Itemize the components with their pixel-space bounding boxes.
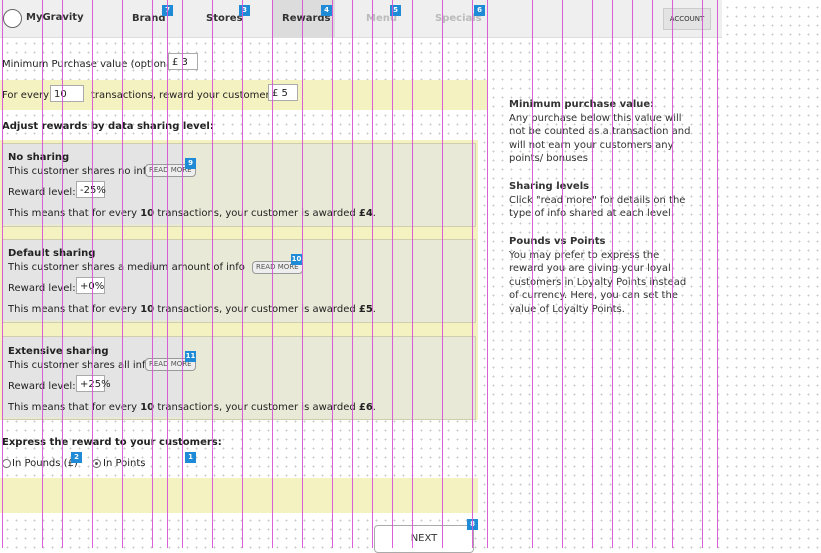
adjust-rewards-heading: Adjust rewards by data sharing level:: [2, 121, 214, 132]
help-min-title: Minimum purchase value:: [509, 99, 655, 110]
logo-icon[interactable]: [3, 9, 22, 28]
badge-specials: 6: [474, 5, 485, 16]
grid-line: [42, 0, 43, 548]
express-extra-bg: [0, 478, 478, 513]
badge-pounds: 2: [71, 452, 82, 463]
level-desc: This customer shares no info: [8, 166, 153, 177]
badge-read-more: 10: [291, 254, 302, 265]
grid-line: [122, 0, 123, 548]
nav-menu[interactable]: Menu: [366, 13, 397, 24]
badge-menu: 5: [390, 5, 401, 16]
radio-pounds[interactable]: [2, 459, 11, 468]
grid-line: [212, 0, 213, 548]
grid-line: [532, 0, 533, 548]
grid-line: [392, 0, 393, 548]
grid-line: [702, 0, 703, 548]
nav-rewards[interactable]: Rewards: [282, 13, 331, 24]
grid-line: [717, 0, 718, 548]
min-purchase-label: Minimum Purchase value (optional): [2, 59, 179, 70]
transactions-reward-label: transactions, reward your customers.: [91, 90, 279, 101]
grid-line: [92, 0, 93, 548]
min-purchase-input[interactable]: £ 3: [168, 53, 198, 70]
express-reward-heading: Express the reward to your customers:: [2, 437, 222, 448]
grid-line: [632, 0, 633, 548]
grid-line: [302, 0, 303, 548]
badge-read-more: 11: [185, 351, 196, 362]
grid-line: [152, 0, 153, 548]
level-title: Default sharing: [8, 248, 96, 259]
help-sharing-levels: Sharing levels Click "read more" for det…: [509, 180, 694, 221]
radio-points-label[interactable]: In Points: [103, 458, 146, 469]
help-min-text: Any purchase below this value will not b…: [509, 112, 691, 165]
reward-value-input[interactable]: £ 5: [268, 84, 298, 101]
grid-line: [167, 0, 168, 548]
nav-specials[interactable]: Specials: [435, 13, 482, 24]
grid-line: [672, 0, 673, 548]
grid-line: [472, 0, 473, 548]
help-points-title: Pounds vs Points: [509, 236, 606, 247]
level-means: This means that for every 10 transaction…: [8, 304, 376, 315]
grid-line: [442, 0, 443, 548]
radio-pounds-label[interactable]: In Pounds (£): [12, 458, 78, 469]
grid-line: [272, 0, 273, 548]
grid-line: [562, 0, 563, 548]
grid-line: [612, 0, 613, 548]
grid-line: [182, 0, 183, 548]
help-points-text: You may prefer to express the reward you…: [509, 249, 687, 315]
next-button[interactable]: NEXT: [374, 525, 474, 553]
level-title: Extensive sharing: [8, 346, 109, 357]
help-sharing-title: Sharing levels: [509, 181, 590, 192]
top-nav: [0, 0, 722, 38]
reward-level-input[interactable]: -25%: [76, 181, 106, 198]
help-pounds-points: Pounds vs Points You may prefer to expre…: [509, 235, 694, 316]
grid-line: [372, 0, 373, 548]
grid-line: [242, 0, 243, 548]
grid-line: [2, 0, 3, 548]
for-every-label: For every: [2, 90, 50, 101]
reward-level-input[interactable]: +25%: [76, 375, 111, 392]
help-min-purchase: Minimum purchase value: Any purchase bel…: [509, 98, 694, 166]
reward-level-input[interactable]: +0%: [76, 277, 105, 294]
grid-line: [652, 0, 653, 548]
account-button[interactable]: ACCOUNT: [663, 8, 711, 30]
badge-points: 1: [185, 452, 196, 463]
level-desc: This customer shares all info: [8, 360, 152, 371]
transactions-input[interactable]: 10: [50, 85, 84, 102]
nav-stores[interactable]: Stores: [206, 13, 243, 24]
grid-line: [592, 0, 593, 548]
badge-stores: 3: [239, 5, 250, 16]
logo-text[interactable]: MyGravity: [26, 12, 84, 23]
reward-level-label: Reward level:: [8, 187, 76, 198]
badge-read-more: 9: [185, 158, 196, 169]
grid-line: [412, 0, 413, 548]
radio-points[interactable]: [92, 459, 101, 468]
level-desc: This customer shares a medium amount of …: [8, 262, 245, 273]
reward-level-label: Reward level:: [8, 283, 76, 294]
help-sharing-text: Click "read more" for details on the typ…: [509, 194, 686, 220]
level-means: This means that for every 10 transaction…: [8, 208, 376, 219]
level-means: This means that for every 10 transaction…: [8, 402, 376, 413]
grid-line: [487, 0, 488, 548]
reward-level-label: Reward level:: [8, 381, 76, 392]
badge-rewards: 4: [321, 5, 332, 16]
grid-line: [62, 0, 63, 548]
level-title: No sharing: [8, 152, 70, 163]
grid-line: [352, 0, 353, 548]
nav-brand[interactable]: Brand: [132, 13, 166, 24]
grid-line: [332, 0, 333, 548]
